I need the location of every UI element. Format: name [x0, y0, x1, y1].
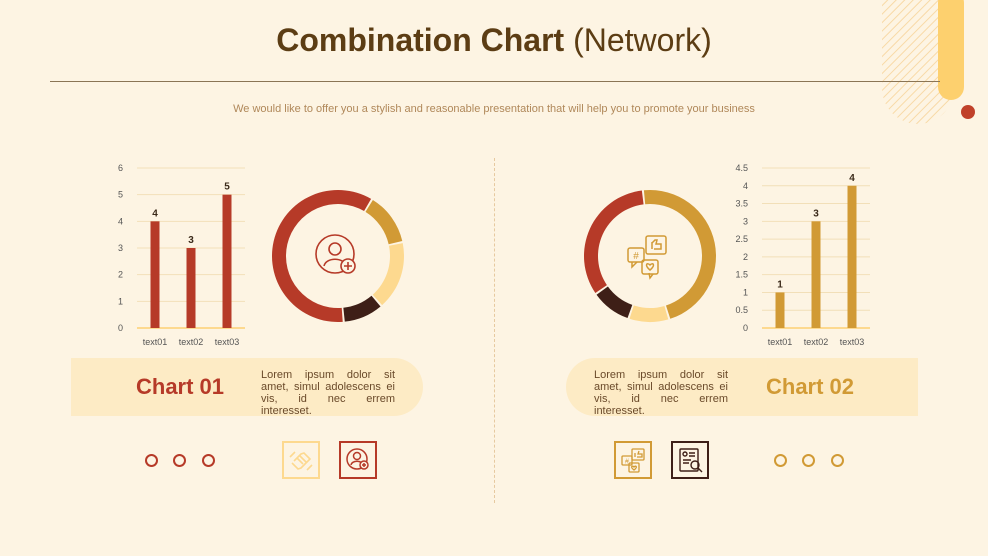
y-tick-label: 5: [118, 190, 123, 200]
user-add-icon: [315, 234, 356, 274]
indicator-dot: [145, 454, 158, 467]
chart-01-panel: Chart 01 Lorem ipsum dolor sit amet, sim…: [71, 358, 423, 417]
user-add-icon: [339, 441, 377, 479]
title-bold: Combination Chart: [276, 22, 565, 58]
donut-chart-1: [272, 190, 404, 322]
y-tick-label: 4.5: [735, 163, 748, 173]
y-tick-label: 6: [118, 163, 123, 173]
center-divider: [494, 158, 495, 503]
data-label: 1: [777, 279, 783, 290]
svg-text:#: #: [633, 251, 639, 262]
y-tick-label: 1: [118, 296, 123, 306]
data-label: 4: [849, 173, 855, 184]
x-tick-label: text02: [804, 337, 829, 347]
y-tick-label: 1.5: [735, 270, 748, 280]
social-media-icon: #: [614, 441, 652, 479]
bar-chart-1: 0 1 2 3 4 5 6 4 text01 3 text02 5 text03: [118, 163, 245, 347]
indicator-dot: [831, 454, 844, 467]
donut-chart-2: #: [584, 190, 717, 322]
y-tick-label: 4: [743, 181, 748, 191]
donut-slice: [584, 190, 644, 294]
y-tick-label: 3: [118, 243, 123, 253]
y-tick-label: 0: [743, 323, 748, 333]
panel-description: Lorem ipsum dolor sit amet, simul adoles…: [594, 369, 728, 417]
bar: [775, 292, 785, 328]
donut-slice: [372, 243, 404, 306]
y-tick-label: 2: [743, 252, 748, 262]
svg-text:#: #: [625, 459, 629, 466]
panel-title: Chart 01: [136, 374, 225, 399]
bar: [811, 221, 821, 328]
x-tick-label: text01: [768, 337, 793, 347]
panel-description: Lorem ipsum dolor sit amet, simul adoles…: [261, 369, 395, 417]
chart-02-panel: Lorem ipsum dolor sit amet, simul adoles…: [566, 358, 918, 417]
panel-title: Chart 02: [766, 374, 855, 399]
page-title: Combination Chart (Network): [0, 22, 988, 59]
y-tick-label: 0: [118, 323, 123, 333]
donut-slice: [272, 190, 372, 322]
title-light: (Network): [573, 22, 712, 58]
handshake-icon: [282, 441, 320, 479]
x-tick-label: text03: [840, 337, 865, 347]
y-tick-label: 2.5: [735, 234, 748, 244]
y-tick-label: 2: [118, 270, 123, 280]
data-label: 4: [152, 208, 158, 219]
y-tick-label: 0.5: [735, 305, 748, 315]
bar: [186, 248, 196, 328]
bar: [150, 221, 160, 328]
x-tick-label: text01: [143, 337, 168, 347]
y-tick-label: 3.5: [735, 199, 748, 209]
indicator-dot: [802, 454, 815, 467]
data-label: 5: [224, 182, 230, 193]
title-rule: [50, 81, 940, 82]
donut-slice: [343, 295, 381, 322]
donut-slice: [596, 286, 633, 319]
y-tick-label: 1: [743, 287, 748, 297]
subtitle: We would like to offer you a stylish and…: [233, 103, 755, 115]
x-tick-label: text03: [215, 337, 240, 347]
indicator-dot: [774, 454, 787, 467]
document-search-icon: [671, 441, 709, 479]
indicator-dot: [202, 454, 215, 467]
y-tick-label: 4: [118, 216, 123, 226]
bar: [222, 194, 232, 328]
donut-slice: [643, 190, 717, 319]
y-tick-label: 3: [743, 216, 748, 226]
donut-slice: [365, 199, 403, 245]
bar: [847, 185, 857, 328]
data-label: 3: [813, 208, 819, 219]
data-label: 3: [188, 235, 194, 246]
donut-slice: [629, 305, 669, 322]
x-tick-label: text02: [179, 337, 204, 347]
social-media-icon: #: [627, 235, 667, 280]
bar-chart-2: 0 0.5 1 1.5 2 2.5 3 3.5 4 4.5 1 text01 3 text02 4 text0…: [735, 163, 870, 347]
corner-decoration: [882, 0, 975, 124]
indicator-dot: [173, 454, 186, 467]
